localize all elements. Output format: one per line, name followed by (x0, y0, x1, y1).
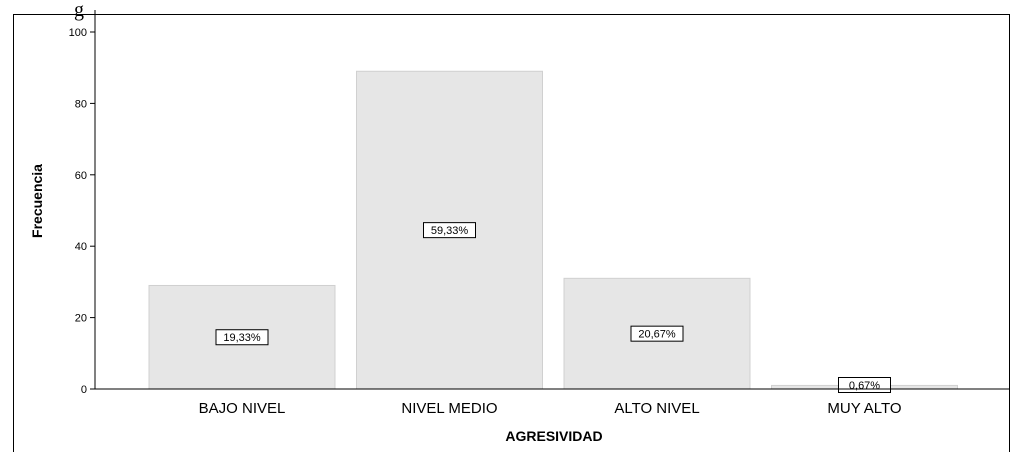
y-tick-label: 40 (75, 241, 87, 253)
y-tick-label: 80 (75, 98, 87, 110)
y-tick-label: 60 (75, 170, 87, 182)
data-label: 19,33% (223, 332, 261, 344)
data-label-box (423, 222, 476, 239)
data-label: 0,67% (849, 380, 880, 392)
data-label-box (630, 325, 684, 342)
clipped-header-text: g (74, 0, 84, 21)
data-label: 20,67% (638, 329, 676, 341)
x-tick-label: BAJO NIVEL (199, 400, 286, 417)
y-tick-label: 100 (69, 27, 87, 39)
y-axis-label: Frecuencia (29, 164, 45, 238)
y-tick-label: 0 (81, 384, 87, 396)
plot-area: 0 20 40 60 80 100 BAJO NIVEL 19,33% NIVEL MEDIO 5… (69, 10, 1010, 417)
x-tick-label: NIVEL MEDIO (401, 400, 497, 417)
x-axis-label: AGRESIVIDAD (505, 428, 602, 444)
data-label-box (215, 329, 269, 346)
data-label: 59,33% (431, 225, 469, 237)
x-tick-label: MUY ALTO (827, 400, 901, 417)
x-tick-label: ALTO NIVEL (614, 400, 699, 417)
y-tick-label: 20 (75, 313, 87, 325)
